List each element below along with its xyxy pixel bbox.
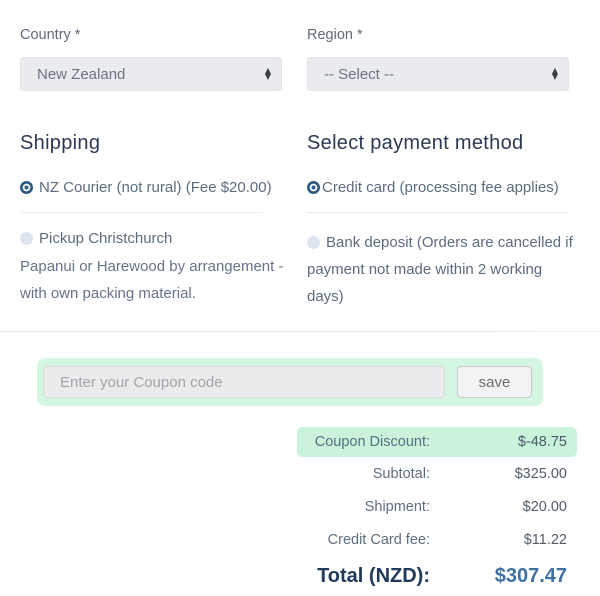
shipping-option-label: Pickup Christchurch bbox=[39, 230, 173, 247]
payment-option-bank-deposit[interactable]: Bank deposit (Orders are cancelled if pa… bbox=[307, 229, 582, 310]
region-select[interactable]: -- Select -- ▲ ▼ bbox=[307, 57, 569, 91]
region-label: Region * bbox=[307, 27, 363, 43]
pickup-note: Papanui or Harewood by arrangement - wit… bbox=[20, 253, 295, 307]
country-label: Country * bbox=[20, 27, 81, 43]
pickup-note-line: with own packing material. bbox=[20, 285, 196, 302]
order-summary: Coupon Discount: $-48.75 Subtotal: $325.… bbox=[297, 427, 577, 596]
pickup-note-line: Papanui or Harewood by arrangement - bbox=[20, 258, 284, 275]
coupon-save-button[interactable]: save bbox=[457, 366, 532, 398]
payment-option-credit-card[interactable]: Credit card (processing fee applies) bbox=[307, 178, 582, 197]
coupon-box: save bbox=[37, 358, 543, 406]
payment-option-label: Credit card (processing fee applies) bbox=[322, 179, 559, 196]
divider bbox=[20, 212, 263, 213]
shipping-section: Shipping NZ Courier (not rural) (Fee $20… bbox=[20, 130, 295, 307]
radio-selected-icon[interactable] bbox=[307, 181, 320, 194]
summary-row-subtotal: Subtotal: $325.00 bbox=[297, 457, 567, 490]
summary-value: $325.00 bbox=[514, 465, 567, 482]
shipping-option-label: NZ Courier (not rural) (Fee $20.00) bbox=[39, 179, 272, 196]
summary-label: Coupon Discount: bbox=[314, 434, 430, 450]
shipping-option-courier[interactable]: NZ Courier (not rural) (Fee $20.00) bbox=[20, 178, 295, 197]
select-arrows-icon: ▲ ▼ bbox=[551, 66, 558, 81]
summary-value: $-48.75 bbox=[517, 434, 567, 450]
total-label: Total (NZD): bbox=[317, 564, 430, 587]
summary-value: $11.22 bbox=[523, 531, 567, 548]
country-field: Country * New Zealand ▲ ▼ bbox=[20, 26, 282, 91]
summary-label: Subtotal: bbox=[372, 465, 430, 482]
total-value: $307.47 bbox=[494, 564, 567, 587]
payment-option-label-line: days) bbox=[307, 288, 344, 305]
summary-value: $20.00 bbox=[522, 498, 567, 515]
summary-label: Credit Card fee: bbox=[327, 531, 430, 548]
summary-label: Shipment: bbox=[364, 498, 430, 515]
summary-row-total: Total (NZD): $307.47 bbox=[297, 556, 567, 596]
coupon-input[interactable] bbox=[43, 366, 445, 398]
region-select-value: -- Select -- bbox=[324, 65, 395, 83]
country-select[interactable]: New Zealand ▲ ▼ bbox=[20, 57, 282, 91]
payment-option-label: Bank deposit (Orders are cancelled if bbox=[326, 234, 573, 251]
divider bbox=[307, 212, 568, 213]
radio-unselected-icon[interactable] bbox=[20, 232, 33, 245]
divider bbox=[0, 331, 600, 332]
radio-selected-icon[interactable] bbox=[20, 181, 33, 194]
select-arrows-icon: ▲ ▼ bbox=[264, 66, 271, 81]
shipping-heading: Shipping bbox=[20, 132, 101, 154]
payment-option-label-line: payment not made within 2 working bbox=[307, 261, 543, 278]
summary-row-coupon-discount: Coupon Discount: $-48.75 bbox=[297, 427, 577, 457]
payment-section: Select payment method Credit card (proce… bbox=[307, 130, 582, 310]
region-field: Region * -- Select -- ▲ ▼ bbox=[307, 26, 569, 91]
country-select-value: New Zealand bbox=[37, 65, 126, 83]
summary-row-credit-card-fee: Credit Card fee: $11.22 bbox=[297, 523, 567, 556]
radio-unselected-icon[interactable] bbox=[307, 236, 320, 249]
shipping-option-pickup[interactable]: Pickup Christchurch bbox=[20, 229, 295, 248]
summary-row-shipment: Shipment: $20.00 bbox=[297, 490, 567, 523]
payment-heading: Select payment method bbox=[307, 132, 524, 154]
